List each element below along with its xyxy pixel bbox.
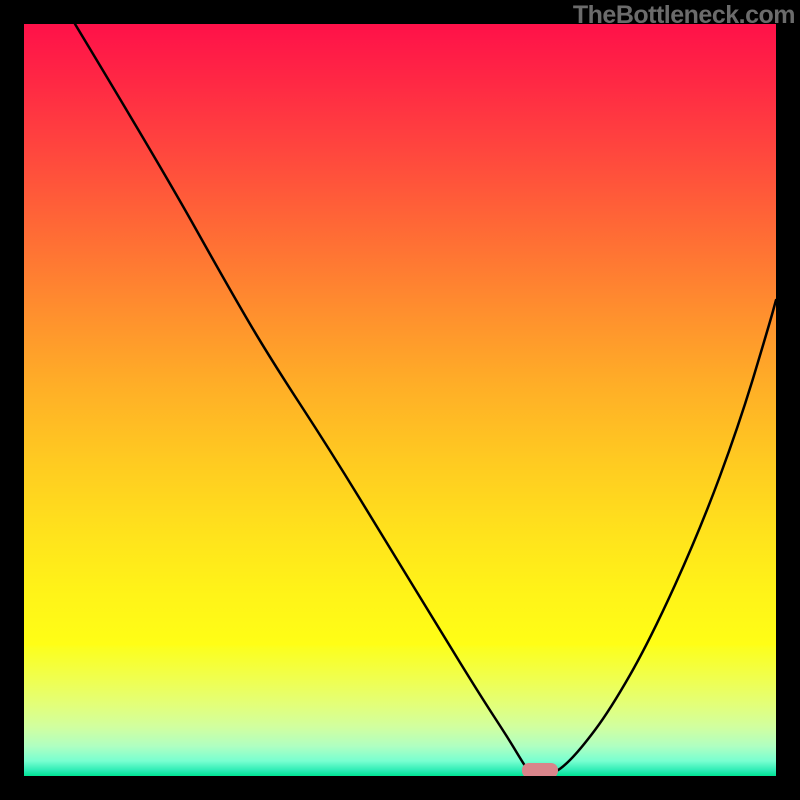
bottleneck-chart: TheBottleneck.com (0, 0, 800, 800)
chart-frame (0, 0, 800, 800)
watermark-text: TheBottleneck.com (573, 1, 795, 30)
